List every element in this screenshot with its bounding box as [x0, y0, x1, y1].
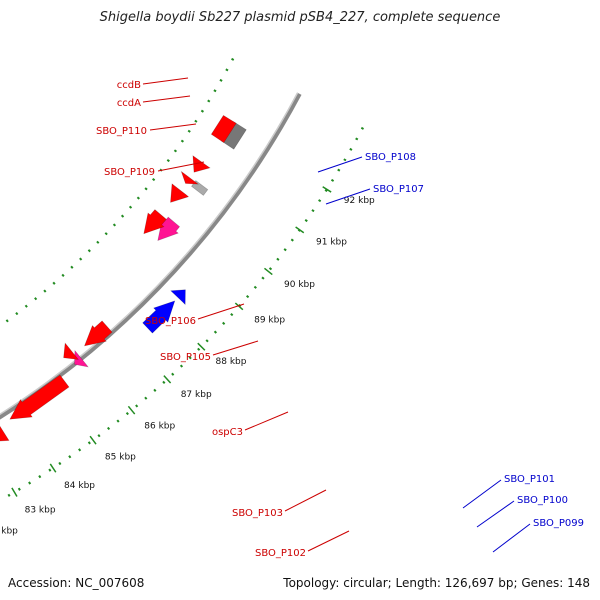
- gene-SBO_P100-leader: [476, 500, 515, 528]
- tick-label: 89 kbp: [254, 316, 285, 326]
- accession: Accession: NC_007608: [8, 576, 145, 590]
- tick-mark: [11, 487, 18, 497]
- gene-SBO_P105[interactable]: [63, 342, 79, 360]
- tick-mark: [234, 302, 244, 311]
- plasmid-backbone: [0, 92, 302, 420]
- tick-mark: [89, 435, 97, 445]
- gene-SBO_P110-leader: [149, 123, 197, 131]
- gene-SBO_P109-leader: [157, 161, 205, 172]
- gene-SBO_P102-leader: [307, 530, 350, 552]
- gene-SBO_P107[interactable]: [142, 300, 176, 334]
- tick-label: 85 kbp: [105, 452, 136, 462]
- gene-SBO_P105-pink[interactable]: [74, 349, 89, 368]
- gene-SBO_P105-leader: [212, 340, 259, 356]
- tick-label: 92 kbp: [344, 196, 375, 206]
- tick-label: 88 kbp: [216, 357, 247, 367]
- gene-SBO_P102-label: SBO_P102: [255, 548, 306, 559]
- gene-SBO_P105-label: SBO_P105: [160, 352, 211, 363]
- gene-ccdB-label: ccdB: [117, 80, 141, 91]
- gene-SBO_P109-label: SBO_P109: [104, 167, 155, 178]
- tick-label: 84 kbp: [64, 481, 95, 491]
- tick-label: 90 kbp: [284, 280, 315, 290]
- tick-label: 83 kbp: [25, 505, 56, 515]
- gene-ccdA-label: ccdA: [117, 98, 141, 109]
- gene-top-red[interactable]: [210, 114, 237, 144]
- gene-SBO_P103[interactable]: [0, 423, 10, 442]
- kbp-ticks: 92 kbp 91 kbp 90 kbp 89 kbp 88 kbp 87 kbp 86 k…: [0, 186, 375, 537]
- gene-SBO_P101-leader: [462, 479, 502, 509]
- gene-SBO_P107-leader: [325, 188, 371, 205]
- genome-summary: Topology: circular; Length: 126,697 bp; …: [283, 576, 590, 590]
- tick-label-partial: 82 kbp: [0, 527, 18, 537]
- gene-SBO_P108-leader: [317, 156, 363, 173]
- gene-SBO_P099-leader: [492, 523, 531, 553]
- gene-SBO_P103-leader: [284, 489, 327, 512]
- gene-SBO_P106-label: SBO_P106: [145, 316, 196, 327]
- tick-mark: [49, 463, 57, 473]
- dotted-ring-inner: [5, 126, 365, 499]
- tick-mark: [127, 405, 136, 415]
- gene-SBO_P106-leader: [197, 303, 245, 320]
- gene-ccdA-leader: [142, 95, 191, 103]
- gene-ccdB[interactable]: [192, 155, 211, 173]
- gene-SBO_P109[interactable]: [143, 209, 167, 235]
- gene-ccdA-grey[interactable]: [191, 180, 209, 196]
- tick-mark: [197, 342, 206, 351]
- gene-SBO_P106[interactable]: [84, 320, 113, 347]
- gene-ospC3-label: ospC3: [212, 427, 243, 438]
- tick-mark: [322, 186, 332, 193]
- tick-mark: [264, 267, 273, 276]
- tick-mark: [163, 375, 172, 384]
- gene-SBO_P110-label: SBO_P110: [96, 126, 147, 137]
- gene-SBO_P101-label: SBO_P101: [504, 474, 555, 485]
- gene-ccdB-leader: [142, 77, 189, 85]
- gene-ccdA[interactable]: [180, 170, 200, 185]
- gene-features: [0, 114, 247, 442]
- tick-mark: [295, 226, 305, 234]
- tick-label: 86 kbp: [144, 422, 175, 432]
- tick-label: 91 kbp: [316, 237, 347, 247]
- gene-ospC3-leader: [244, 411, 289, 431]
- tick-rings: [0, 57, 365, 499]
- gene-ospC3[interactable]: [9, 374, 70, 420]
- gene-SBO_P108-label: SBO_P108: [365, 152, 416, 163]
- gene-SBO_P103-label: SBO_P103: [232, 508, 283, 519]
- gene-labels: ccdB ccdA SBO_P110 SBO_P109 SBO_P106 SBO_P105…: [96, 77, 584, 559]
- backbone-highlight: [0, 92, 299, 416]
- gene-SBO_P099-label: SBO_P099: [533, 518, 584, 529]
- gene-SBO_P100-label: SBO_P100: [517, 495, 568, 506]
- tick-label: 87 kbp: [181, 390, 212, 400]
- map-title: Shigella boydii Sb227 plasmid pSB4_227, …: [99, 10, 501, 25]
- gene-SBO_P107-label: SBO_P107: [373, 184, 424, 195]
- gene-SBO_P108[interactable]: [170, 289, 186, 306]
- gene-SBO_P110[interactable]: [170, 183, 190, 203]
